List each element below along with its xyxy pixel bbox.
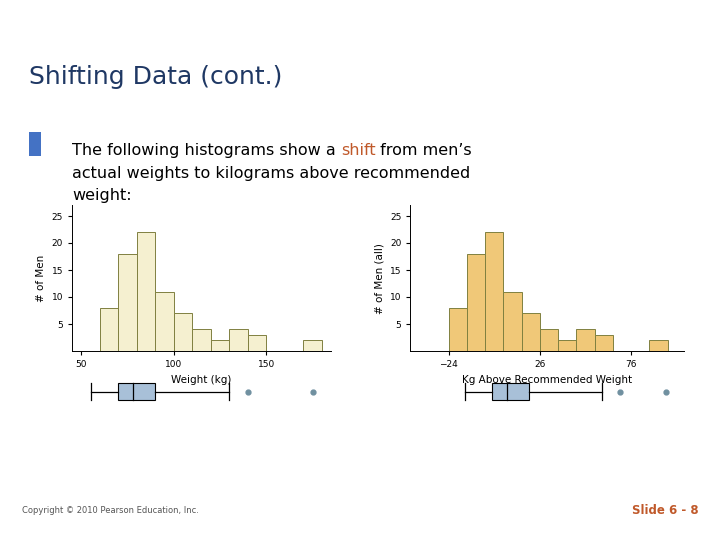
- Bar: [449, 308, 467, 351]
- Bar: [595, 335, 613, 351]
- Bar: [577, 329, 595, 351]
- Text: Copyright © 2010 Pearson Education, Inc.: Copyright © 2010 Pearson Education, Inc.: [22, 506, 199, 515]
- Bar: [29, 132, 41, 156]
- Y-axis label: # of Men (all): # of Men (all): [374, 242, 384, 314]
- Bar: [558, 340, 577, 351]
- Bar: [303, 340, 322, 351]
- Bar: [100, 308, 118, 351]
- Bar: [118, 254, 137, 351]
- Bar: [485, 232, 503, 351]
- Bar: [137, 232, 156, 351]
- Text: from men’s: from men’s: [376, 143, 472, 158]
- Bar: [649, 340, 667, 351]
- Bar: [522, 313, 540, 351]
- Text: Slide 6 - 8: Slide 6 - 8: [631, 504, 698, 517]
- Bar: [118, 383, 156, 400]
- Bar: [211, 340, 230, 351]
- Bar: [467, 254, 485, 351]
- Bar: [174, 313, 192, 351]
- Bar: [192, 329, 211, 351]
- Text: actual weights to kilograms above recommended: actual weights to kilograms above recomm…: [72, 166, 470, 181]
- X-axis label: Weight (kg): Weight (kg): [171, 375, 232, 384]
- Bar: [248, 335, 266, 351]
- Bar: [156, 292, 174, 351]
- Text: The following histograms show a: The following histograms show a: [72, 143, 341, 158]
- Bar: [492, 383, 529, 400]
- Y-axis label: # of Men: # of Men: [36, 254, 46, 302]
- Bar: [540, 329, 558, 351]
- Text: Shifting Data (cont.): Shifting Data (cont.): [29, 65, 282, 89]
- X-axis label: Kg Above Recommended Weight: Kg Above Recommended Weight: [462, 375, 632, 384]
- Text: weight:: weight:: [72, 188, 132, 204]
- Bar: [503, 292, 522, 351]
- Bar: [230, 329, 248, 351]
- Text: shift: shift: [341, 143, 376, 158]
